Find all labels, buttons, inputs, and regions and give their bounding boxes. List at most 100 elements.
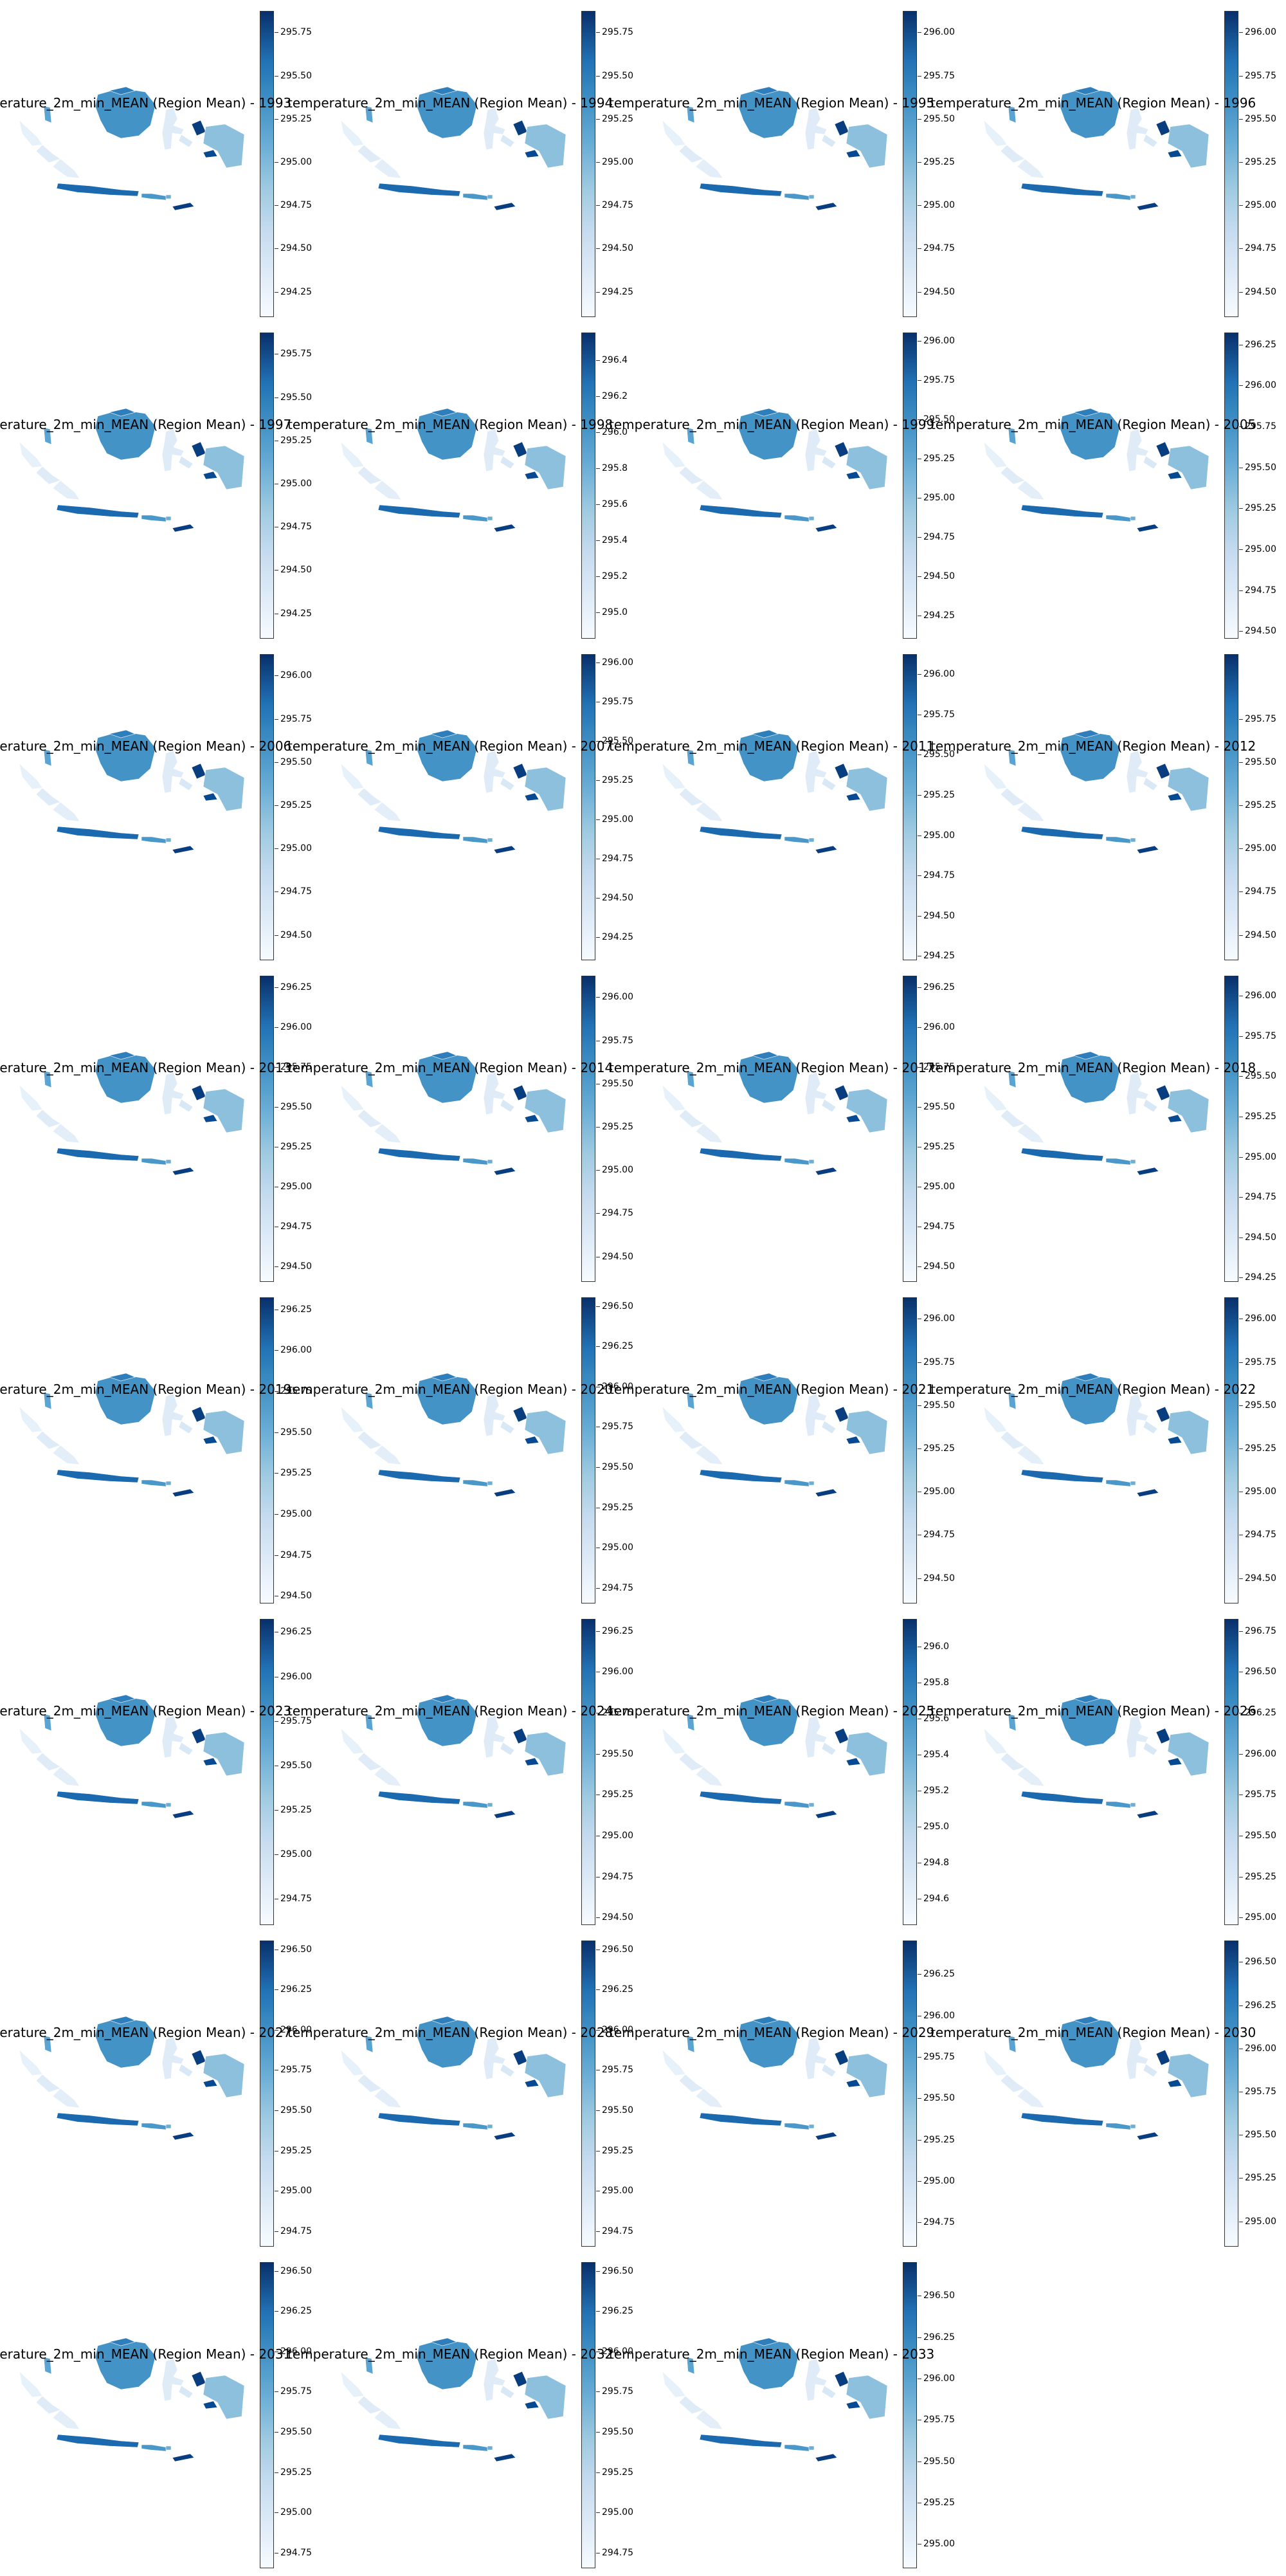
colorbar-tick-label: 295.00 [280,478,312,489]
region-bali-nusa [141,515,168,522]
colorbar-tick-label: 295.25 [1245,799,1276,810]
colorbar-tick [596,1126,600,1128]
region-sumatra-north [662,441,686,468]
region-maluku [834,1728,849,1744]
colorbar-tick [596,741,600,742]
colorbar-tick-label: 296.00 [923,2010,955,2021]
region-lesser-islands [487,1159,493,1164]
region-maluku [1155,1406,1171,1423]
colorbar-tick [918,419,921,421]
colorbar-tick [596,396,600,397]
colorbar-tick [596,2270,600,2272]
region-sulawesi [161,1072,185,1115]
region-java [699,2434,783,2448]
colorbar-tick-label: 296.00 [280,670,312,681]
region-kalimantan-north [430,2338,457,2346]
colorbar-tick-label: 295.00 [602,2507,633,2518]
colorbar-tick-label: 296.00 [923,27,955,38]
region-map [983,408,1209,533]
region-kalimantan [416,87,478,139]
region-timor [815,2453,838,2462]
colorbar-tick-label: 295.50 [1245,756,1276,767]
colorbar-tick [596,1170,600,1171]
region-malaya [43,427,52,445]
region-kalimantan-north [430,1695,457,1703]
colorbar-tick [1239,1448,1243,1449]
region-bali-nusa [784,1158,811,1165]
region-maluku-south [524,792,539,801]
colorbar-tick-label: 296.00 [1245,2043,1276,2054]
colorbar-tick-label: 296.00 [1245,27,1276,38]
region-sumatra-north [340,2049,365,2076]
region-sumatra-north [662,1406,686,1433]
region-sulawesi [483,1715,506,1758]
region-java [1020,183,1104,197]
region-timor [815,1810,838,1819]
region-sulawesi-east [1143,1099,1158,1113]
region-timor [493,524,516,533]
colorbar-tick-label: 296.50 [280,1944,312,1955]
region-sulawesi-east [500,2063,515,2078]
region-maluku-south [1167,1114,1182,1123]
colorbar-tick-label: 295.25 [923,1142,955,1153]
colorbar-tick-label: 296.50 [602,1944,633,1955]
region-sumatra-central [1000,1109,1026,1128]
colorbar-tick-label: 296.00 [923,1022,955,1033]
region-sumatra-south [374,1123,402,1144]
region-sumatra-central [357,144,383,163]
region-sumatra-south [374,1445,402,1465]
region-sumatra-south [1017,480,1045,500]
region-lesser-islands [1130,2124,1136,2129]
region-kalimantan-north [751,1373,779,1382]
region-kalimantan [738,2017,799,2069]
region-java [699,1791,783,1805]
region-java [56,1147,140,1162]
colorbar: 296.00 295.75 295.50 295.25 295.00 294.75 294.… [1224,11,1276,317]
region-java [699,826,783,840]
colorbar-tick-label: 294.75 [280,2225,312,2236]
colorbar-tick [596,1917,600,1919]
colorbar-tick [275,1810,278,1811]
region-timor [815,1488,838,1497]
region-maluku-south [1167,792,1182,801]
region-lesser-islands [487,2124,493,2129]
colorbar-tick-label: 295.75 [280,713,312,724]
region-sulawesi [1126,1072,1149,1115]
region-map [662,87,887,211]
region-maluku-south [203,471,218,480]
colorbar-tick [918,2222,921,2224]
colorbar-tick-label: 294.50 [1245,286,1276,297]
region-lesser-islands [487,1481,493,1486]
colorbar-tick [918,75,921,77]
region-lesser-islands [165,1802,172,1807]
colorbar-tick [275,1266,278,1268]
colorbar-tick [596,662,600,664]
region-map [340,408,566,533]
colorbar-tick-label: 294.50 [923,1261,955,1272]
region-malaya [686,749,695,767]
region-malaya [365,2035,374,2053]
colorbar-tick [1239,1405,1243,1406]
colorbar-tick [1239,762,1243,763]
colorbar-tick [1239,631,1243,632]
colorbar-tick [596,1587,600,1589]
colorbar-tick-label: 296.75 [1245,1625,1276,1636]
region-maluku [834,1084,849,1101]
region-malaya [365,427,374,445]
region-bali-nusa [784,193,811,201]
region-timor [493,1167,516,1176]
region-java [377,826,461,840]
colorbar-tick-label: 295.00 [923,493,955,504]
colorbar-tick-label: 294.75 [923,532,955,543]
region-kalimantan-north [430,2016,457,2025]
region-sumatra-central [678,787,704,807]
colorbar-tick-label: 295.75 [1245,70,1276,81]
region-sulawesi [1126,1393,1149,1437]
colorbar-tick [918,987,921,989]
region-sumatra-central [357,1109,383,1128]
colorbar-tick-label: 294.50 [280,929,312,940]
colorbar-tick [596,1467,600,1468]
colorbar-tick-label: 294.50 [1245,1573,1276,1584]
region-papua [1167,445,1209,490]
colorbar-tick-label: 296.00 [1245,380,1276,391]
